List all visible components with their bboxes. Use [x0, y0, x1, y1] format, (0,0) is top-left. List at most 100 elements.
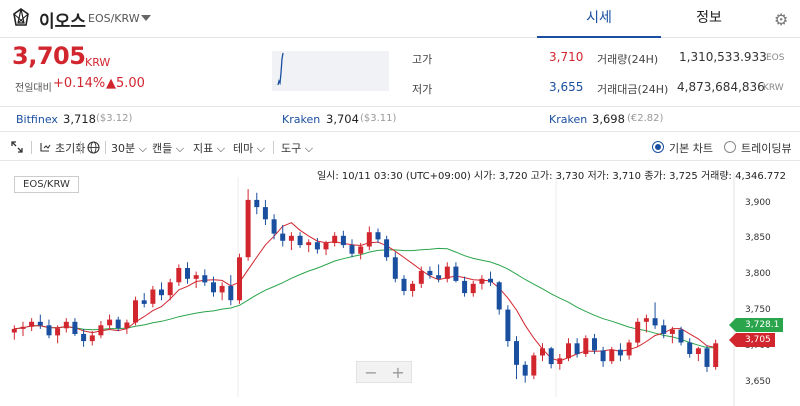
candle-body	[626, 342, 632, 356]
candle-body	[46, 325, 52, 336]
tools-select[interactable]: 도구 ⌵	[281, 140, 313, 156]
candle-body	[314, 242, 320, 250]
indicator-label: 지표	[193, 142, 214, 155]
globe-icon[interactable]	[87, 141, 100, 154]
ma-price-tag: 3,728.1	[728, 318, 784, 332]
candle-body	[669, 329, 675, 334]
candle-body	[479, 278, 485, 284]
candle-body	[159, 289, 164, 296]
candle-body	[713, 343, 719, 367]
candle-body	[237, 257, 242, 301]
candle-body	[271, 219, 277, 234]
pair-label[interactable]: EOS/KRW	[88, 12, 140, 25]
exchange-price: 3,698	[592, 112, 625, 126]
chevron-down-icon[interactable]	[141, 15, 151, 21]
candle-body	[444, 266, 450, 279]
candle-body	[89, 335, 95, 342]
candle-body	[661, 325, 667, 334]
zoom-control: − +	[356, 361, 412, 383]
coin-name: 이오스	[39, 12, 86, 32]
zoom-out-button[interactable]: −	[364, 363, 378, 382]
y-tick-label: 3,850	[745, 233, 771, 244]
candle-body	[687, 342, 693, 354]
candle-body	[600, 350, 606, 362]
exchange-name[interactable]: Kraken	[282, 113, 321, 126]
candle-body	[514, 341, 519, 365]
candle-body	[678, 329, 684, 343]
gear-icon[interactable]: ⚙	[774, 10, 789, 29]
candle-body	[211, 282, 216, 293]
indicator-select[interactable]: 지표 ⌵	[193, 140, 225, 156]
candle-body	[401, 278, 407, 291]
price-unit: KRW	[85, 56, 111, 69]
candle-body	[557, 358, 563, 364]
tradingview-radio[interactable]	[724, 141, 736, 153]
candle-body	[652, 318, 658, 326]
high-value: 3,710	[549, 50, 584, 64]
interval-select[interactable]: 30분 ⌵	[111, 140, 147, 156]
tools-label: 도구	[281, 142, 302, 155]
exchange-row: Bitfinex 3,718 ($3.12) Kraken 3,704 ($3.…	[0, 106, 800, 132]
candle-body	[297, 235, 303, 246]
basic-chart-label[interactable]: 기본 차트	[669, 142, 713, 155]
candle-body	[262, 207, 268, 220]
candle-body	[245, 199, 251, 258]
reset-icon[interactable]	[39, 141, 51, 153]
candle-body	[332, 235, 338, 243]
basic-chart-radio[interactable]	[652, 141, 664, 153]
price-chart[interactable]: 일시: 10/11 03:30 (UTC+09:00) 시가: 3,720 고가…	[0, 162, 800, 406]
candlestick-chart[interactable]	[0, 162, 800, 406]
candle-body	[566, 343, 571, 359]
tab-info[interactable]: 정보	[696, 10, 722, 26]
exchange-price: 3,704	[326, 112, 359, 126]
theme-label: 테마	[233, 142, 254, 155]
candle-body	[63, 321, 69, 329]
exchange-price: 3,718	[63, 112, 96, 126]
tradingview-label[interactable]: 트레이딩뷰	[741, 142, 792, 155]
candle-body	[167, 282, 173, 296]
exchange-alt-price: ($3.11)	[360, 113, 397, 124]
candle-body	[254, 199, 260, 208]
candle-body	[548, 348, 554, 365]
sparkline	[272, 51, 389, 91]
candle-body	[340, 235, 346, 246]
candle-body	[115, 319, 121, 329]
low-value: 3,655	[549, 80, 584, 94]
candle-body	[323, 242, 329, 250]
ma-long-line	[14, 247, 716, 349]
header-bar: 이오스 EOS/KRW 시세 정보 ⚙	[0, 0, 800, 38]
reset-button[interactable]: 초기화	[55, 142, 86, 155]
candle-body	[384, 239, 390, 258]
chevron-down-icon: ⌵	[172, 142, 185, 155]
y-tick-label: 3,900	[745, 197, 771, 208]
low-label: 저가	[412, 83, 433, 96]
candle-label: 캔들	[152, 142, 173, 155]
candle-select[interactable]: 캔들 ⌵	[152, 140, 184, 156]
candle-body	[11, 328, 17, 333]
zoom-in-button[interactable]: +	[391, 363, 405, 382]
candle-body	[427, 270, 433, 276]
divider	[80, 141, 81, 154]
candle-body	[29, 321, 35, 327]
amount-label: 거래대금(24H)	[597, 83, 669, 96]
volume-unit: EOS	[766, 53, 785, 63]
candle-body	[540, 348, 545, 356]
expand-icon[interactable]	[11, 141, 23, 153]
candle-body	[124, 322, 130, 329]
candle-body	[418, 270, 424, 284]
candle-body	[98, 325, 104, 336]
divider	[31, 141, 32, 154]
exchange-name[interactable]: Bitfinex	[16, 113, 58, 126]
tab-price[interactable]: 시세	[537, 0, 661, 38]
candle-body	[228, 285, 234, 301]
chevron-down-icon: ⌵	[253, 142, 266, 155]
chart-pair-tag: EOS/KRW	[14, 176, 79, 193]
theme-select[interactable]: 테마 ⌵	[233, 140, 265, 156]
change-rate: +0.14%	[53, 76, 106, 91]
eos-logo-icon	[13, 8, 29, 26]
candle-body	[37, 321, 43, 326]
exchange-name[interactable]: Kraken	[549, 113, 588, 126]
candle-body	[617, 349, 623, 356]
ma-short-line	[14, 222, 716, 362]
candle-body	[462, 280, 468, 294]
